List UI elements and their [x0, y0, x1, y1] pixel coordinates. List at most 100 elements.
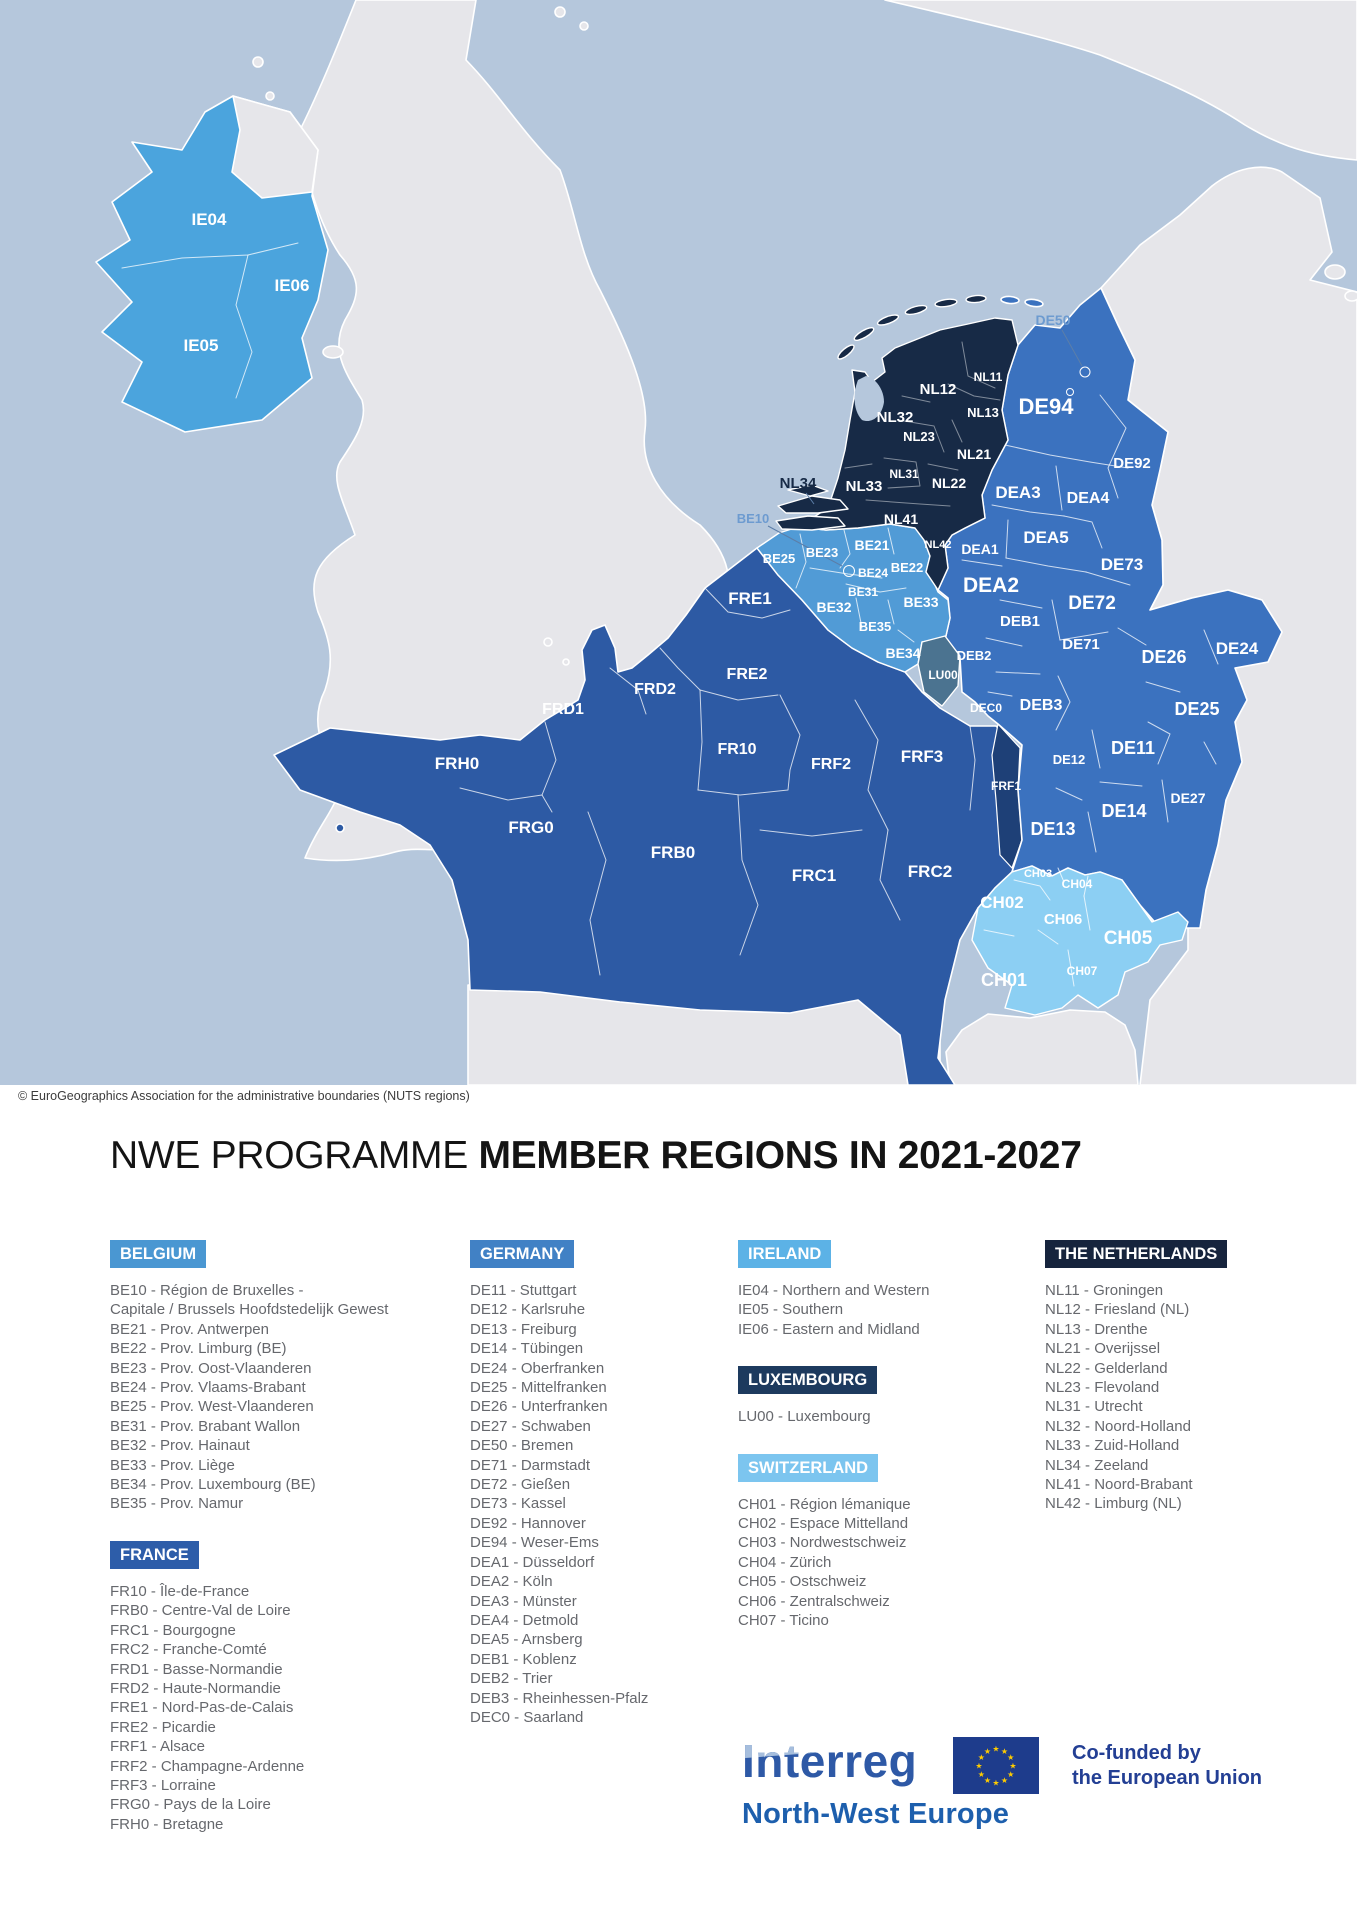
- legend-column-1: BELGIUM BE10 - Région de Bruxelles - Cap…: [110, 1240, 460, 1861]
- legend-header-netherlands: THE NETHERLANDS: [1045, 1240, 1228, 1268]
- legend-item: DE73 - Kassel: [470, 1495, 566, 1513]
- legend-list-luxembourg: LU00 - Luxembourg: [738, 1407, 1018, 1426]
- region-alsace: [991, 723, 1023, 869]
- leader-be10: [767, 525, 843, 567]
- legend-header-ireland: IRELAND: [738, 1240, 832, 1268]
- region-bremen: [1079, 366, 1091, 378]
- legend-list-france: FR10 - Île-de-France FRB0 - Centre-Val de…: [110, 1582, 460, 1834]
- island-belle-ile: [335, 823, 345, 833]
- map-label-ie06: IE06: [275, 276, 310, 295]
- legend-item: DE94 - Weser-Ems: [470, 1534, 599, 1552]
- legend-item: DEC0 - Saarland: [470, 1708, 584, 1726]
- legend-item: DEA1 - Düsseldorf: [470, 1553, 595, 1571]
- leader-de50: [1061, 329, 1083, 367]
- legend-item: BE34 - Prov. Luxembourg (BE): [110, 1476, 316, 1494]
- map-label-ch02: CH02: [980, 893, 1023, 912]
- map-label-dec0: DEC0: [970, 701, 1002, 715]
- legend-item: DE71 - Darmstadt: [470, 1456, 591, 1474]
- eu-star: ★: [984, 1776, 991, 1785]
- map-label-ch06: CH06: [1044, 911, 1082, 928]
- map-label-nl23: NL23: [903, 429, 935, 444]
- map-label-ch07: CH07: [1067, 964, 1098, 978]
- map-label-be10: BE10: [737, 511, 770, 526]
- legend-item: BE10 - Région de Bruxelles - Capitale / …: [110, 1282, 389, 1319]
- legend-item: CH04 - Zürich: [738, 1553, 832, 1571]
- legend-item: DE72 - Gießen: [470, 1476, 571, 1494]
- map-label-be22: BE22: [891, 560, 924, 575]
- legend-item: BE25 - Prov. West-Vlaanderen: [110, 1398, 314, 1416]
- legend-header-switzerland: SWITZERLAND: [738, 1453, 879, 1482]
- map-label-frb0: FRB0: [651, 843, 695, 862]
- map-label-de11: DE11: [1111, 738, 1155, 758]
- legend-item: IE06 - Eastern and Midland: [738, 1320, 920, 1338]
- map-label-frf2: FRF2: [811, 756, 851, 773]
- map-label-nl11: NL11: [974, 370, 1003, 384]
- map-label-nl12: NL12: [920, 381, 957, 398]
- legend-item: DE26 - Unterfranken: [470, 1398, 608, 1416]
- map-label-nl13: NL13: [967, 405, 999, 420]
- legend-list-germany: DE11 - Stuttgart DE12 - Karlsruhe DE13 - F…: [470, 1281, 720, 1727]
- legend-item: BE35 - Prov. Namur: [110, 1495, 244, 1513]
- legend-item: FRF1 - Alsace: [110, 1738, 206, 1756]
- borders-germany: [961, 394, 1219, 853]
- legend-item: DEA5 - Arnsberg: [470, 1631, 583, 1649]
- legend-item: FRF3 - Lorraine: [110, 1776, 216, 1794]
- map-nwe-regions: IE04 IE06 IE05 DE50 NL11 NL12 NL32 NL13 NL23 NL21…: [0, 0, 1357, 1086]
- region-northern-ireland: [231, 95, 319, 199]
- country-switzerland: [971, 865, 1189, 1016]
- legend-list-ireland: IE04 - Northern and Western IE05 - Southe…: [738, 1281, 1018, 1339]
- legend-item: DEA2 - Köln: [470, 1573, 553, 1591]
- eu-star: ★: [978, 1770, 985, 1779]
- map-label-ie05: IE05: [184, 336, 219, 355]
- legend-item: FR10 - Île-de-France: [110, 1582, 250, 1600]
- map-label-frc1: FRC1: [792, 866, 836, 885]
- island-orkney-2: [579, 21, 589, 31]
- map-label-be24: BE24: [858, 566, 888, 580]
- island-zealand-dk: [1324, 264, 1346, 280]
- cofunded-line2: the European Union: [1072, 1767, 1262, 1789]
- leader-nl34: [805, 492, 815, 505]
- legend-item: DE11 - Stuttgart: [470, 1282, 577, 1299]
- borders-france: [459, 587, 976, 976]
- legend-item: DEA4 - Detmold: [470, 1611, 579, 1629]
- eu-star: ★: [1009, 1762, 1016, 1771]
- map-label-dea4: DEA4: [1067, 490, 1110, 507]
- legend-header-france: FRANCE: [110, 1540, 199, 1569]
- legend-header-luxembourg: LUXEMBOURG: [738, 1366, 878, 1395]
- map-label-nl41: NL41: [884, 511, 918, 527]
- legend-item: NL31 - Utrecht: [1045, 1398, 1143, 1416]
- legend-item: BE23 - Prov. Oost-Vlaanderen: [110, 1359, 312, 1377]
- interreg-text: Interreg: [742, 1735, 918, 1787]
- country-luxembourg: [917, 635, 961, 707]
- map-label-de27: DE27: [1170, 790, 1205, 806]
- eu-star: ★: [992, 1779, 999, 1788]
- legend-section-france: FRANCE FR10 - Île-de-France FRB0 - Centre…: [110, 1540, 460, 1834]
- map-label-dea5: DEA5: [1023, 528, 1068, 547]
- legend-item: IE05 - Southern: [738, 1301, 844, 1319]
- eu-star: ★: [992, 1745, 999, 1754]
- map-label-de24: DE24: [1216, 639, 1259, 658]
- legend-item: DEA3 - Münster: [470, 1592, 577, 1610]
- eu-star: ★: [984, 1747, 991, 1756]
- map-label-nl22: NL22: [932, 475, 966, 491]
- island-hebrides-2: [265, 91, 275, 101]
- legend-column-4: THE NETHERLANDS NL11 - Groningen NL12 - F…: [1045, 1240, 1325, 1541]
- map-label-be25: BE25: [763, 551, 796, 566]
- map-label-nl34: NL34: [780, 475, 817, 492]
- map-svg: IE04 IE06 IE05 DE50 NL11 NL12 NL32 NL13 NL23 NL21…: [0, 0, 1357, 1086]
- map-label-nl32: NL32: [877, 409, 914, 426]
- map-label-deb2: DEB2: [957, 648, 992, 663]
- legend-item: FRD2 - Haute-Normandie: [110, 1679, 281, 1697]
- legend-item: CH01 - Région lémanique: [738, 1495, 911, 1513]
- legend-item: NL11 - Groningen: [1045, 1282, 1164, 1299]
- island-orkney: [554, 6, 566, 18]
- legend-item: IE04 - Northern and Western: [738, 1282, 930, 1299]
- legend-item: DE25 - Mittelfranken: [470, 1379, 607, 1397]
- legend-section-belgium: BELGIUM BE10 - Région de Bruxelles - Cap…: [110, 1240, 460, 1514]
- legend-list-switzerland: CH01 - Région lémanique CH02 - Espace Mit…: [738, 1495, 1018, 1631]
- legend-item: NL41 - Noord-Brabant: [1045, 1476, 1193, 1494]
- legend-item: CH05 - Ostschweiz: [738, 1573, 867, 1591]
- legend-section-luxembourg: LUXEMBOURG LU00 - Luxembourg: [738, 1366, 1018, 1426]
- legend-section-netherlands: THE NETHERLANDS NL11 - Groningen NL12 - F…: [1045, 1240, 1325, 1514]
- island-channel-1: [543, 637, 553, 647]
